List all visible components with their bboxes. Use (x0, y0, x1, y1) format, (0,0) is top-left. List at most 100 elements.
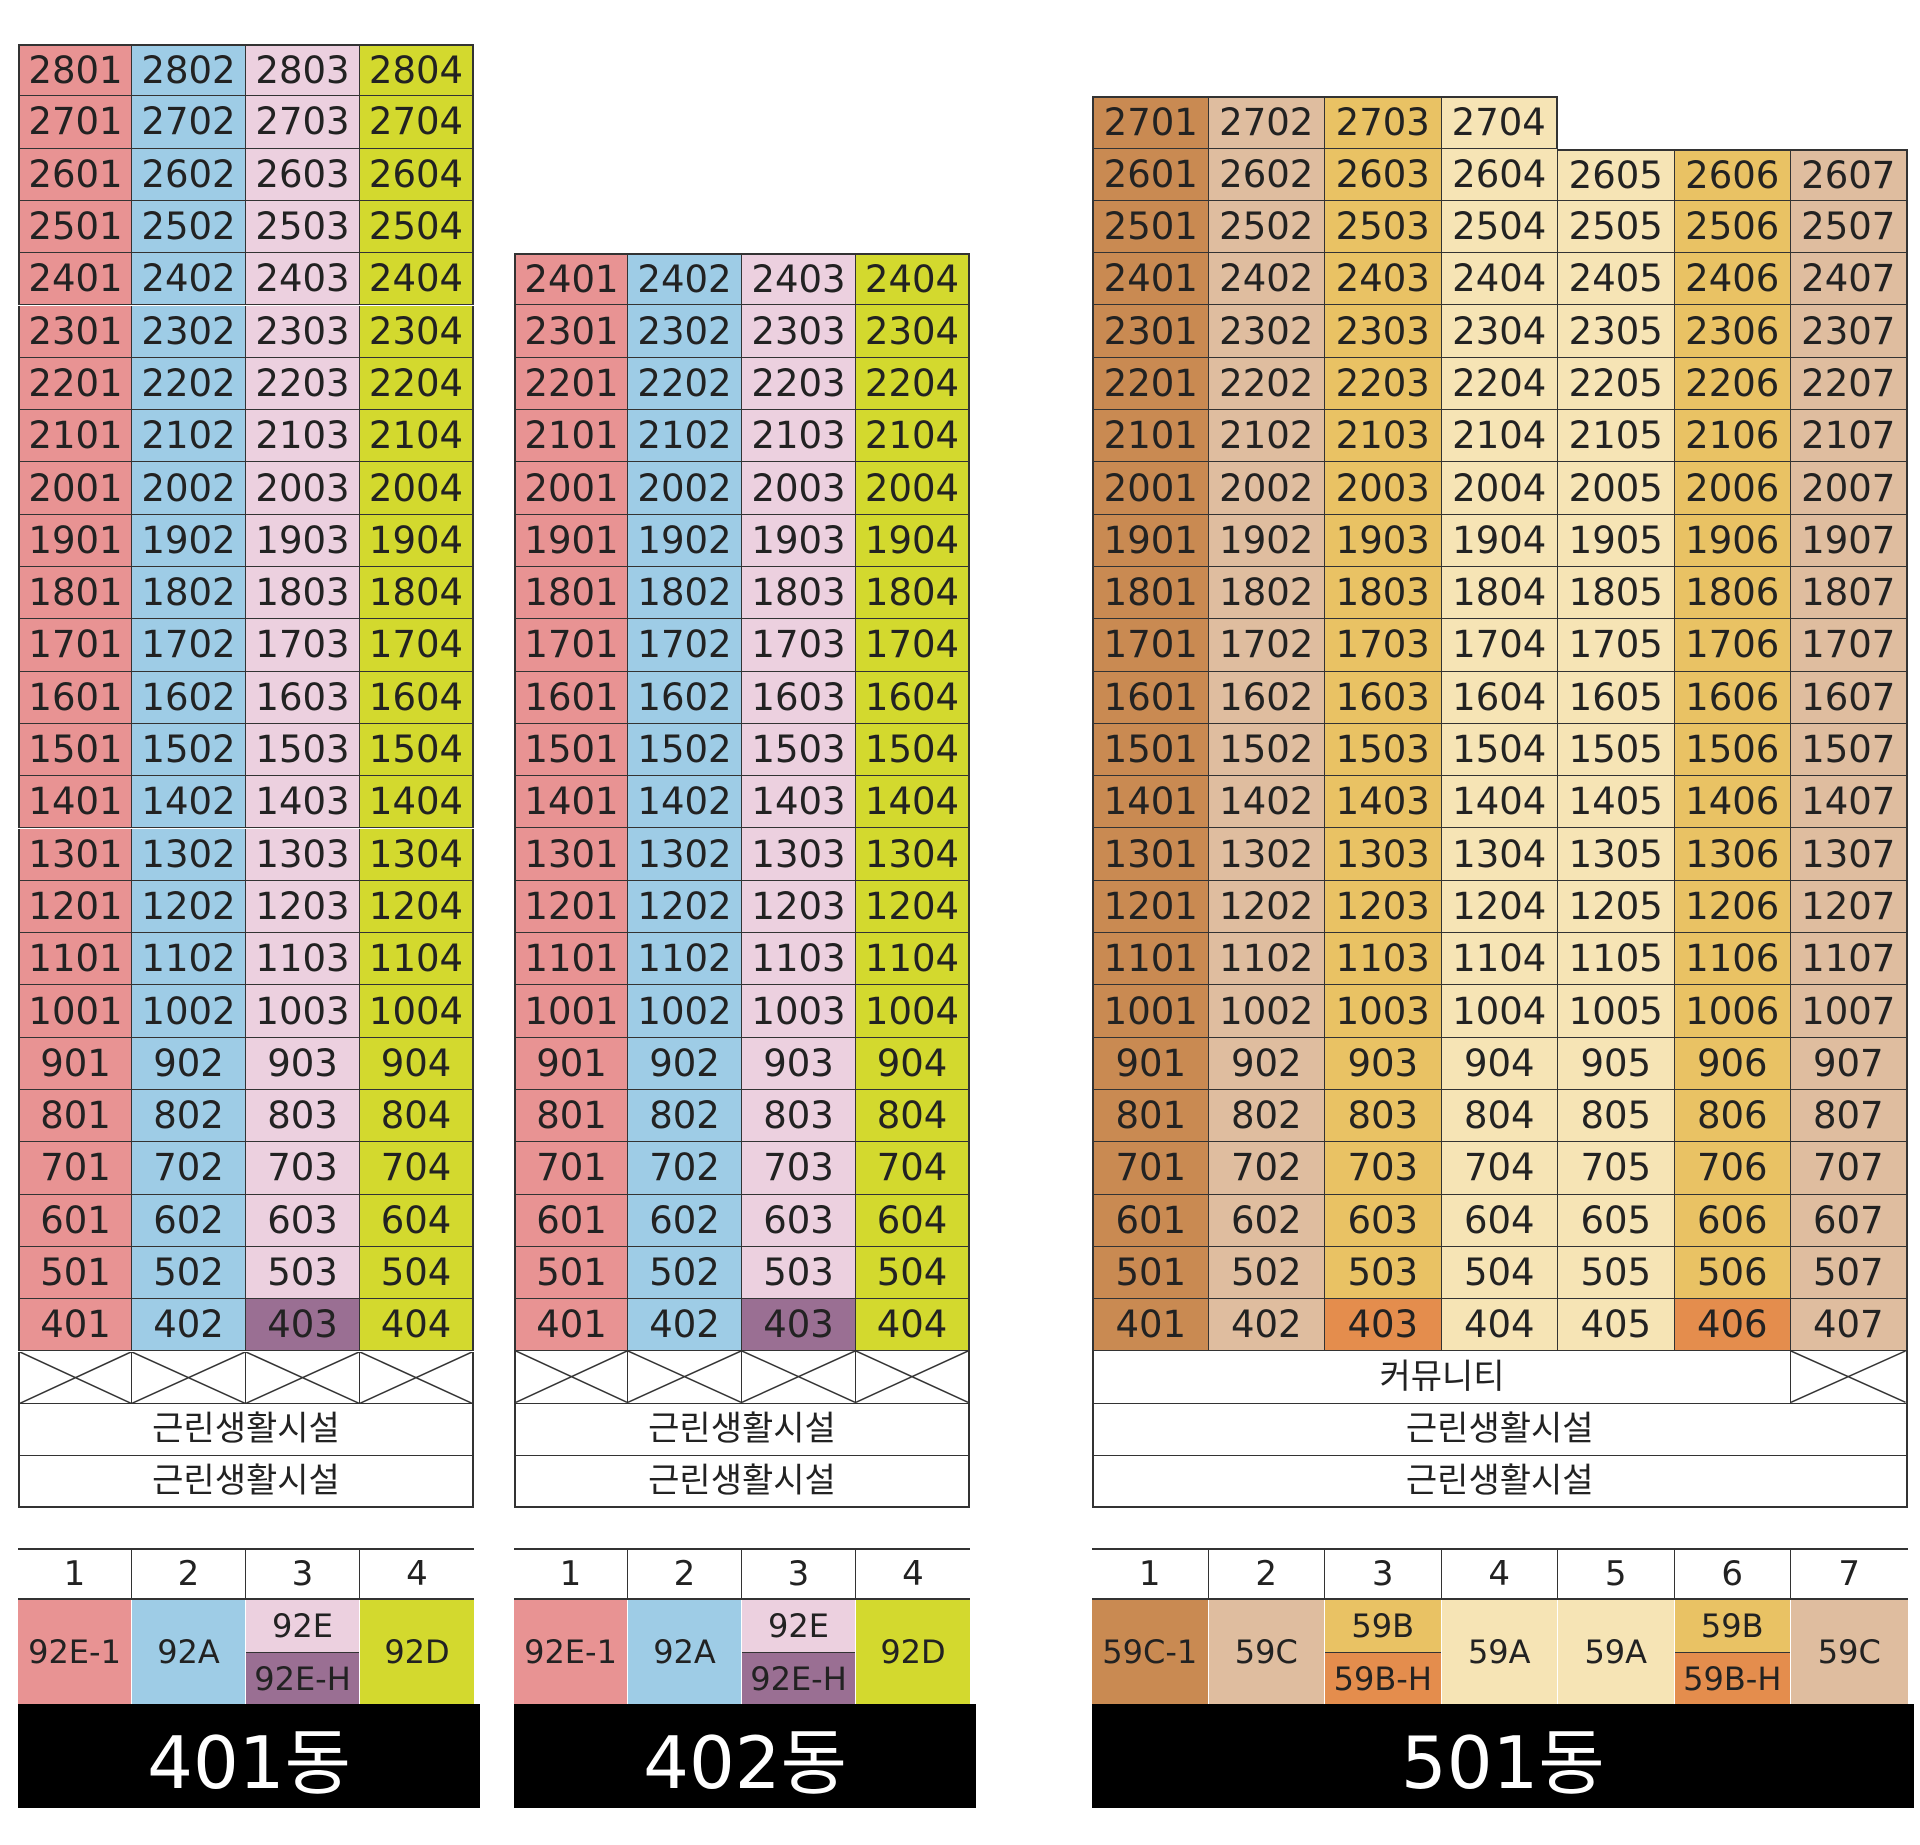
unit-cell: 601 (18, 1194, 132, 1247)
unit-cell: 2704 (1441, 96, 1558, 149)
unit-cell: 1904 (856, 514, 970, 567)
unit-cell: 1306 (1674, 828, 1791, 881)
unit-cell: 1803 (246, 567, 360, 620)
podium-row: 근린생활시설 (1092, 1403, 1908, 1457)
unit-cell: 1901 (18, 514, 132, 567)
unit-type: 59B 59B-H (1325, 1600, 1442, 1705)
unit-cell: 2305 (1558, 305, 1675, 358)
unit-cell: 2307 (1791, 305, 1908, 358)
unit-cell: 401 (1092, 1299, 1209, 1352)
unit-cell: 2702 (132, 96, 246, 149)
unit-cell: 1903 (1325, 514, 1442, 567)
unit-cell: 1201 (514, 880, 628, 934)
unit-cell: 2502 (1208, 200, 1325, 254)
unit-cell: 2301 (514, 305, 628, 358)
floor-row: 2601 2602 2603 2604 (18, 148, 474, 201)
unit-cell: 1002 (628, 985, 742, 1038)
empty-space-cell (628, 1351, 742, 1404)
empty-space-cell (742, 1351, 856, 1404)
unit-cell: 1604 (360, 671, 474, 724)
unit-cell: 2106 (1674, 410, 1791, 463)
unit-type-label: 92E-H (246, 1652, 359, 1705)
unit-cell: 802 (628, 1089, 742, 1143)
facility-label: 근린생활시설 (18, 1403, 474, 1457)
unit-cell: 2502 (132, 200, 246, 254)
unit-cell: 2802 (132, 44, 246, 97)
unit-cell: 507 (1791, 1246, 1908, 1300)
floor-row: 701 702 703 704 (514, 1142, 970, 1195)
podium-row (514, 1351, 970, 1404)
unit-cell: 803 (1325, 1089, 1442, 1143)
floor-row: 1801 1802 1803 1804 1805 1806 1807 (1092, 566, 1908, 620)
facility-label: 근린생활시설 (514, 1456, 970, 1509)
unit-cell: 1507 (1791, 723, 1908, 777)
unit-cell: 1101 (1092, 933, 1209, 986)
unit-cell: 1303 (246, 828, 360, 881)
floor-row: 2401 2402 2403 2404 (514, 253, 970, 306)
floor-row: 601 602 603 604 605 606 607 (1092, 1194, 1908, 1247)
unit-cell: 603 (742, 1194, 856, 1247)
unit-cell: 902 (132, 1037, 246, 1090)
floor-row: 601 602 603 604 (514, 1194, 970, 1247)
line-number: 5 (1558, 1548, 1675, 1601)
unit-cell: 1302 (132, 828, 246, 881)
unit-type-label: 59A (1441, 1600, 1557, 1705)
unit-cell: 1502 (132, 723, 246, 777)
unit-cell: 905 (1558, 1037, 1675, 1090)
floor-row: 2201 2202 2203 2204 2205 2206 2207 (1092, 357, 1908, 411)
unit-cell: 2503 (246, 200, 360, 254)
unit-cell: 1201 (18, 880, 132, 934)
floor-row: 2101 2102 2103 2104 (514, 410, 970, 463)
unit-cell: 907 (1791, 1037, 1908, 1090)
line-number: 4 (1441, 1548, 1558, 1601)
unit-cell: 2404 (360, 253, 474, 306)
unit-cell: 1503 (1325, 723, 1442, 777)
unit-type-label: 59C-1 (1092, 1600, 1208, 1705)
unit-cell: 1302 (628, 828, 742, 881)
facility-label: 근린생활시설 (1092, 1403, 1908, 1457)
unit-cell: 2406 (1674, 253, 1791, 306)
unit-cell: 1801 (1092, 566, 1209, 620)
unit-type-label: 59C (1208, 1600, 1324, 1705)
unit-cell: 1504 (360, 723, 474, 777)
unit-type-label: 59A (1558, 1600, 1674, 1705)
unit-cell: 1204 (1441, 880, 1558, 934)
unit-cell: 2401 (1092, 253, 1209, 306)
unit-cell: 602 (1208, 1194, 1325, 1247)
facility-label: 근린생활시설 (18, 1456, 474, 1509)
unit-type: 59A (1441, 1600, 1558, 1705)
unit-cell: 2103 (246, 410, 360, 463)
unit-cell: 402 (132, 1299, 246, 1352)
unit-cell: 903 (1325, 1037, 1442, 1090)
unit-cell: 404 (856, 1299, 970, 1352)
unit-cell: 702 (628, 1142, 742, 1195)
floor-row: 2701 2702 2703 2704 (18, 96, 474, 149)
unit-cell: 2204 (360, 357, 474, 411)
unit-cell: 2005 (1558, 462, 1675, 515)
floor-row: 1101 1102 1103 1104 (18, 933, 474, 986)
unit-cell: 1301 (1092, 828, 1209, 881)
unit-cell: 2302 (1208, 305, 1325, 358)
unit-cell: 1804 (360, 567, 474, 620)
unit-cell: 1506 (1674, 723, 1791, 777)
unit-type: 92D (360, 1600, 474, 1705)
unit-cell: 1806 (1674, 566, 1791, 620)
unit-cell: 602 (132, 1194, 246, 1247)
unit-type: 59C (1208, 1600, 1325, 1705)
floor-row: 501 502 503 504 (18, 1246, 474, 1300)
unit-cell: 1502 (1208, 723, 1325, 777)
unit-cell: 2501 (18, 200, 132, 254)
unit-cell: 1603 (742, 671, 856, 724)
unit-cell: 2303 (742, 305, 856, 358)
floor-row: 1001 1002 1003 1004 1005 1006 1007 (1092, 985, 1908, 1038)
building-name: 501동 (1092, 1704, 1914, 1809)
unit-cell: 1605 (1558, 671, 1675, 724)
unit-cell: 1102 (1208, 933, 1325, 986)
unit-type-legend: 1 2 3 4 92E-1 92A 92E 92E-H 92D (514, 1548, 970, 1705)
unit-cell: 1703 (246, 619, 360, 672)
unit-cell: 504 (1441, 1246, 1558, 1300)
unit-cell: 2202 (132, 357, 246, 411)
unit-cell: 2602 (132, 148, 246, 201)
unit-cell: 1106 (1674, 933, 1791, 986)
unit-cell: 1707 (1791, 619, 1908, 672)
